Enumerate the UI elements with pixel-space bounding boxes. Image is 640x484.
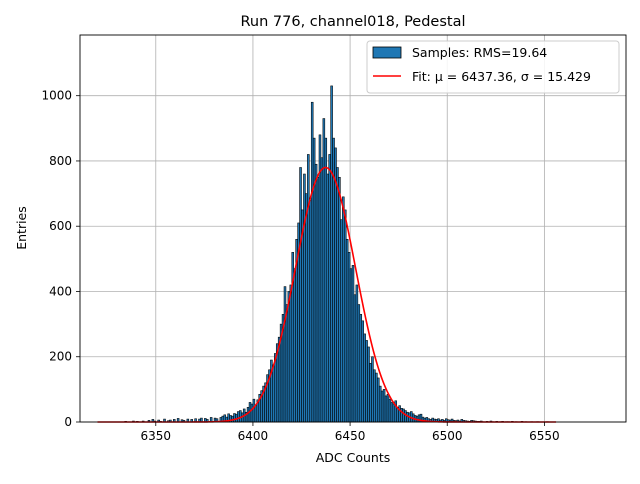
x-tick-label: 6400: [238, 429, 269, 443]
histogram-bar: [356, 285, 358, 422]
histogram-bar: [360, 314, 362, 422]
histogram-bar: [348, 252, 350, 422]
histogram-bar: [346, 239, 348, 422]
histogram-bar: [288, 291, 290, 422]
histogram-bar: [303, 174, 305, 422]
histogram-bar: [247, 407, 249, 422]
histogram-bar: [383, 389, 385, 422]
y-tick-label: 1000: [41, 89, 72, 103]
y-tick-label: 200: [49, 350, 72, 364]
histogram-bar: [364, 334, 366, 422]
histogram-bar: [393, 404, 395, 422]
histogram-bar: [333, 138, 335, 422]
y-tick-label: 600: [49, 219, 72, 233]
x-tick-label: 6350: [141, 429, 172, 443]
legend-fit-label: Fit: μ = 6437.36, σ = 15.429: [412, 69, 591, 84]
x-tick-label: 6450: [335, 429, 366, 443]
histogram-bar: [327, 174, 329, 422]
histogram-bar: [315, 164, 317, 422]
histogram-bar: [399, 406, 401, 422]
chart-title: Run 776, channel018, Pedestal: [240, 14, 465, 30]
histogram-bar: [338, 177, 340, 422]
histogram-bar: [329, 154, 331, 422]
y-tick-label: 800: [49, 154, 72, 168]
histogram-bar: [255, 405, 257, 422]
x-tick-label: 6500: [432, 429, 463, 443]
histogram-bar: [313, 138, 315, 422]
histogram-bar: [385, 396, 387, 422]
histogram-bar: [272, 365, 274, 422]
histogram-bar: [302, 210, 304, 422]
histogram-bar: [404, 411, 406, 422]
histogram-bar: [307, 154, 309, 422]
histogram-bar: [354, 295, 356, 422]
histogram-bar: [370, 363, 372, 422]
histogram-bar: [377, 378, 379, 422]
histogram-bar: [358, 305, 360, 422]
histogram-bar: [251, 404, 253, 422]
y-tick-label: 400: [49, 284, 72, 298]
histogram-bar: [325, 138, 327, 422]
histogram-bar: [305, 194, 307, 422]
histogram-bar: [336, 167, 338, 422]
legend-bar-label: Samples: RMS=19.64: [412, 45, 547, 60]
histogram-bar: [323, 119, 325, 422]
histogram-bar: [381, 391, 383, 422]
legend: Samples: RMS=19.64 Fit: μ = 6437.36, σ =…: [367, 41, 619, 93]
histogram-bar: [331, 86, 333, 422]
histogram-bar: [239, 411, 241, 422]
histogram-bar: [340, 220, 342, 422]
histogram-bar: [290, 285, 292, 422]
histogram-bar: [342, 197, 344, 422]
histogram-bar: [352, 265, 354, 422]
histogram-bar: [362, 321, 364, 422]
histogram-bar: [300, 167, 302, 422]
histogram-bar: [350, 269, 352, 422]
histogram-bar: [234, 414, 236, 422]
histogram-bar: [317, 177, 319, 422]
histogram-bar: [379, 386, 381, 422]
histogram-bar: [311, 102, 313, 422]
histogram-bar: [371, 357, 373, 422]
histogram-bar: [319, 135, 321, 422]
histogram-bar: [375, 373, 377, 422]
histogram-bar: [237, 412, 239, 422]
y-axis-label: Entries: [14, 206, 29, 250]
histogram-bar: [286, 305, 288, 422]
histogram-bar: [309, 200, 311, 422]
histogram-bar: [321, 158, 323, 422]
y-tick-label: 0: [64, 415, 72, 429]
histogram-bar: [344, 210, 346, 422]
histogram-bar: [403, 409, 405, 422]
histogram-bar: [387, 394, 389, 422]
histogram-bar: [253, 399, 255, 422]
histogram-bar: [389, 399, 391, 422]
x-axis-label: ADC Counts: [316, 450, 391, 465]
histogram-bar: [373, 370, 375, 422]
histogram-bar: [366, 340, 368, 422]
histogram-bar: [284, 287, 286, 422]
legend-bar-swatch: [373, 47, 401, 58]
histogram-bar: [368, 347, 370, 422]
x-tick-label: 6550: [529, 429, 560, 443]
histogram-bar: [294, 269, 296, 422]
histogram-bar: [335, 148, 337, 422]
histogram-bar: [391, 402, 393, 422]
